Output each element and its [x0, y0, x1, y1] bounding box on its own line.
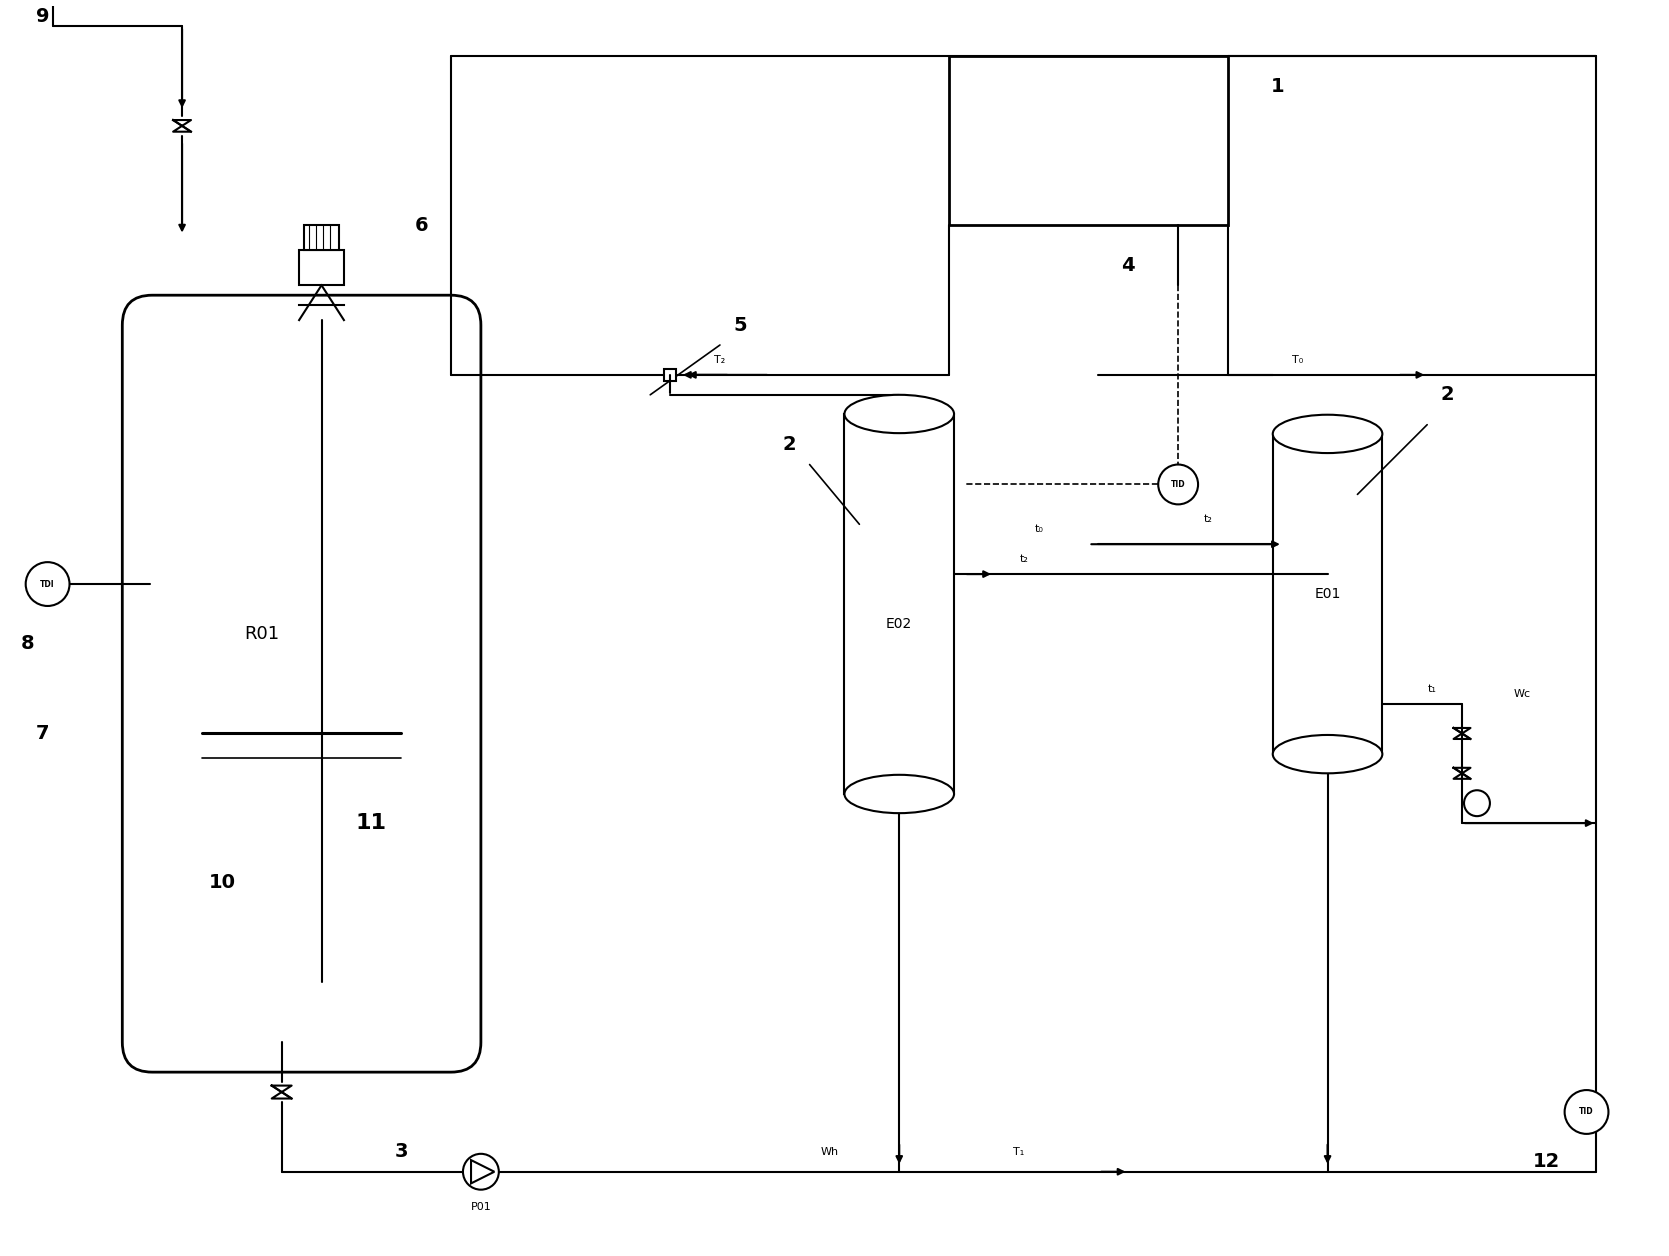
Text: t₂: t₂	[1203, 514, 1212, 524]
Text: R01: R01	[244, 625, 279, 643]
Polygon shape	[471, 1161, 494, 1183]
Text: t₁: t₁	[1427, 683, 1437, 693]
Circle shape	[25, 563, 70, 605]
Text: t₂: t₂	[1020, 554, 1028, 564]
Text: 10: 10	[209, 873, 235, 892]
Ellipse shape	[845, 394, 955, 433]
Text: 7: 7	[35, 723, 50, 744]
Bar	[304, 226, 339, 250]
Text: P01: P01	[471, 1202, 491, 1212]
Text: 5: 5	[733, 315, 746, 334]
Circle shape	[1464, 790, 1490, 816]
Text: T₀: T₀	[1292, 355, 1303, 365]
Ellipse shape	[1273, 735, 1382, 774]
Text: Wc: Wc	[1514, 688, 1530, 698]
Text: 4: 4	[1122, 256, 1135, 275]
Text: E01: E01	[1315, 587, 1340, 602]
Text: T₁: T₁	[1013, 1147, 1025, 1157]
Circle shape	[1158, 465, 1198, 505]
Circle shape	[1564, 1090, 1609, 1134]
Bar	[299, 250, 344, 285]
Text: 1: 1	[1270, 77, 1285, 95]
Text: Wh: Wh	[821, 1147, 838, 1157]
Text: 12: 12	[1534, 1152, 1561, 1172]
Bar	[845, 414, 955, 794]
Text: 2: 2	[1440, 386, 1454, 404]
Text: TDI: TDI	[40, 579, 55, 589]
Text: 11: 11	[355, 813, 387, 833]
FancyBboxPatch shape	[122, 295, 481, 1073]
Text: T₂: T₂	[714, 355, 726, 365]
Text: 8: 8	[22, 634, 35, 653]
Circle shape	[462, 1154, 499, 1189]
Text: TID: TID	[1579, 1108, 1594, 1117]
Ellipse shape	[845, 775, 955, 813]
Ellipse shape	[1273, 414, 1382, 453]
Bar	[664, 369, 676, 381]
Text: t₀: t₀	[1035, 524, 1043, 534]
Text: 3: 3	[394, 1142, 407, 1162]
Bar	[1273, 433, 1382, 754]
Text: TID: TID	[1172, 480, 1185, 489]
Bar	[950, 57, 1228, 226]
Text: 6: 6	[414, 216, 427, 235]
Text: E02: E02	[886, 617, 913, 631]
Text: 9: 9	[35, 6, 50, 26]
Text: 2: 2	[783, 435, 796, 455]
